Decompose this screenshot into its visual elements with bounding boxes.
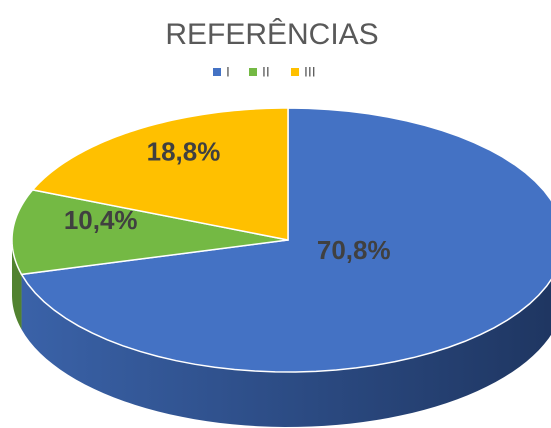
slice-side [12, 240, 22, 330]
legend-label: II [262, 64, 270, 80]
legend-swatch [249, 68, 257, 76]
legend: I II III [213, 64, 316, 80]
slice [11, 189, 289, 276]
data-label: 10,4% [64, 205, 138, 235]
slice [20, 107, 551, 373]
chart-title: REFERÊNCIAS [165, 18, 378, 51]
slice-side [21, 274, 551, 427]
slice [31, 107, 289, 241]
legend-swatch [213, 68, 221, 76]
pie: 70,8% 10,4% 18,8% [11, 107, 551, 427]
legend-swatch [291, 68, 299, 76]
legend-label: I [226, 64, 230, 80]
data-label: 70,8% [317, 235, 391, 265]
legend-label: III [304, 64, 316, 80]
data-label: 18,8% [147, 136, 221, 166]
